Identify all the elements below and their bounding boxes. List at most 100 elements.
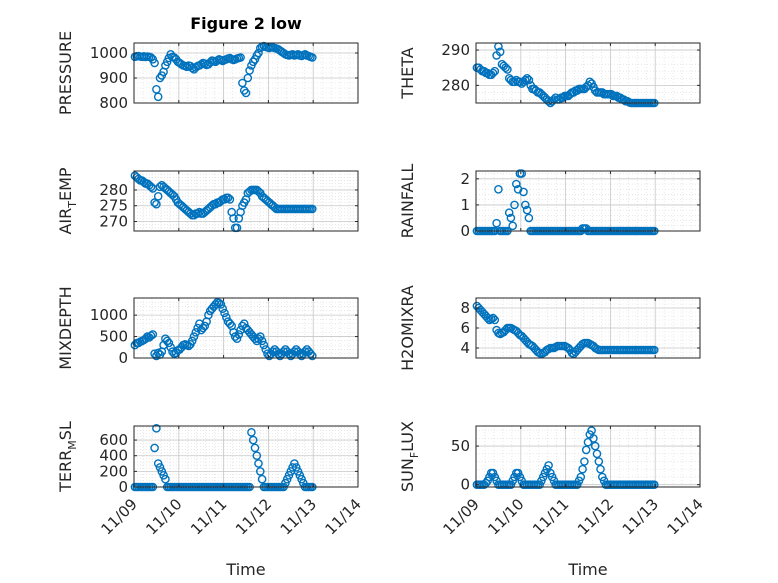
data-point (254, 459, 263, 468)
data-point (259, 340, 269, 350)
data-point (508, 221, 518, 231)
data-point (152, 423, 161, 433)
data-point (580, 457, 589, 466)
data-point (255, 332, 265, 341)
axes-box (133, 425, 359, 488)
data-point (162, 336, 172, 346)
y-tick-label: 275 (99, 197, 128, 215)
data-point (544, 461, 553, 470)
data-point (306, 349, 315, 359)
data-point (587, 426, 596, 435)
y-tick-label: 280 (441, 76, 470, 94)
x-tick-label: 11/12 (232, 495, 275, 538)
data-point (488, 313, 498, 323)
data-point (263, 349, 272, 359)
y-tick-label: 290 (441, 41, 470, 59)
figure-title: Figure 2 low (190, 14, 302, 33)
axes-box (133, 170, 359, 232)
data-point (521, 200, 530, 210)
tick-marks (475, 43, 701, 103)
y-tick-label: 4 (460, 339, 470, 357)
data-point (510, 200, 519, 210)
data-series (130, 297, 317, 361)
data-point (307, 53, 317, 62)
data-point (187, 336, 197, 346)
plot-area (476, 43, 700, 103)
data-point (152, 199, 161, 209)
data-point (223, 193, 233, 203)
data-point (284, 349, 294, 359)
data-point (576, 472, 586, 482)
x-tick-label: 11/09 (98, 495, 141, 538)
data-point (234, 330, 244, 339)
data-point (650, 345, 659, 355)
data-point (236, 53, 245, 62)
data-point (594, 457, 604, 466)
data-point (245, 66, 254, 75)
x-tick-label: 11/14 (664, 495, 707, 538)
data-point (252, 451, 262, 461)
y-tick-label: 800 (99, 94, 128, 112)
data-point (221, 312, 231, 322)
data-point (524, 75, 534, 85)
data-point (524, 213, 534, 223)
axes-box (133, 297, 359, 359)
data-point (522, 205, 532, 215)
data-point (596, 464, 605, 474)
data-point (506, 213, 516, 223)
data-point (512, 179, 521, 189)
tick-marks (475, 298, 701, 358)
data-point (191, 327, 201, 337)
data-point (247, 427, 256, 437)
y-axis-label: RAINFALL (398, 164, 417, 239)
data-point (189, 332, 199, 341)
x-tick-label: 11/10 (484, 495, 527, 538)
data-point (257, 336, 267, 346)
x-tick-label: 11/13 (619, 495, 662, 538)
data-point (182, 62, 192, 72)
data-point (146, 182, 156, 192)
tick-marks (133, 298, 359, 359)
data-point (522, 74, 532, 83)
data-point (146, 331, 156, 341)
tick-marks (475, 171, 701, 232)
x-tick-label: 11/10 (142, 495, 185, 538)
tick-marks (133, 43, 359, 104)
subplot-rainfall: 0 1 2 RAINFALL (398, 164, 701, 240)
data-series (130, 171, 317, 233)
y-tick-label: 0 (118, 349, 128, 367)
data-point (501, 63, 510, 72)
subplot-theta: 280 290 THETA (398, 41, 701, 108)
data-point (515, 77, 525, 87)
subplot-pressure: 800 900 1000 PRESSURE (56, 31, 359, 115)
data-point (300, 347, 310, 356)
data-point (155, 463, 165, 472)
y-tick-label: 400 (99, 447, 128, 465)
data-point (578, 464, 587, 474)
data-point (204, 310, 213, 320)
y-tick-label: 600 (99, 431, 128, 449)
x-tick-label: 11/11 (529, 495, 572, 538)
y-tick-label: 50 (451, 437, 470, 455)
y-tick-label: 270 (99, 213, 128, 231)
data-point (307, 351, 317, 361)
x-axis-label-left: Time (225, 560, 265, 579)
data-point (279, 347, 288, 356)
data-point (229, 214, 238, 223)
data-point (200, 59, 210, 68)
data-point (268, 347, 278, 356)
data-point (495, 47, 505, 57)
data-point (161, 474, 170, 484)
x-tick-label: 11/09 (440, 495, 483, 538)
y-axis-label: AIRTEMP (56, 167, 79, 234)
y-axis-label: THETA (398, 47, 417, 99)
data-point (153, 92, 163, 102)
data-series (472, 301, 659, 359)
x-axis-label-right: Time (567, 560, 607, 579)
y-tick-label: 2 (460, 170, 470, 188)
data-point (592, 449, 602, 459)
tick-marks (133, 426, 359, 488)
data-point (254, 48, 263, 58)
